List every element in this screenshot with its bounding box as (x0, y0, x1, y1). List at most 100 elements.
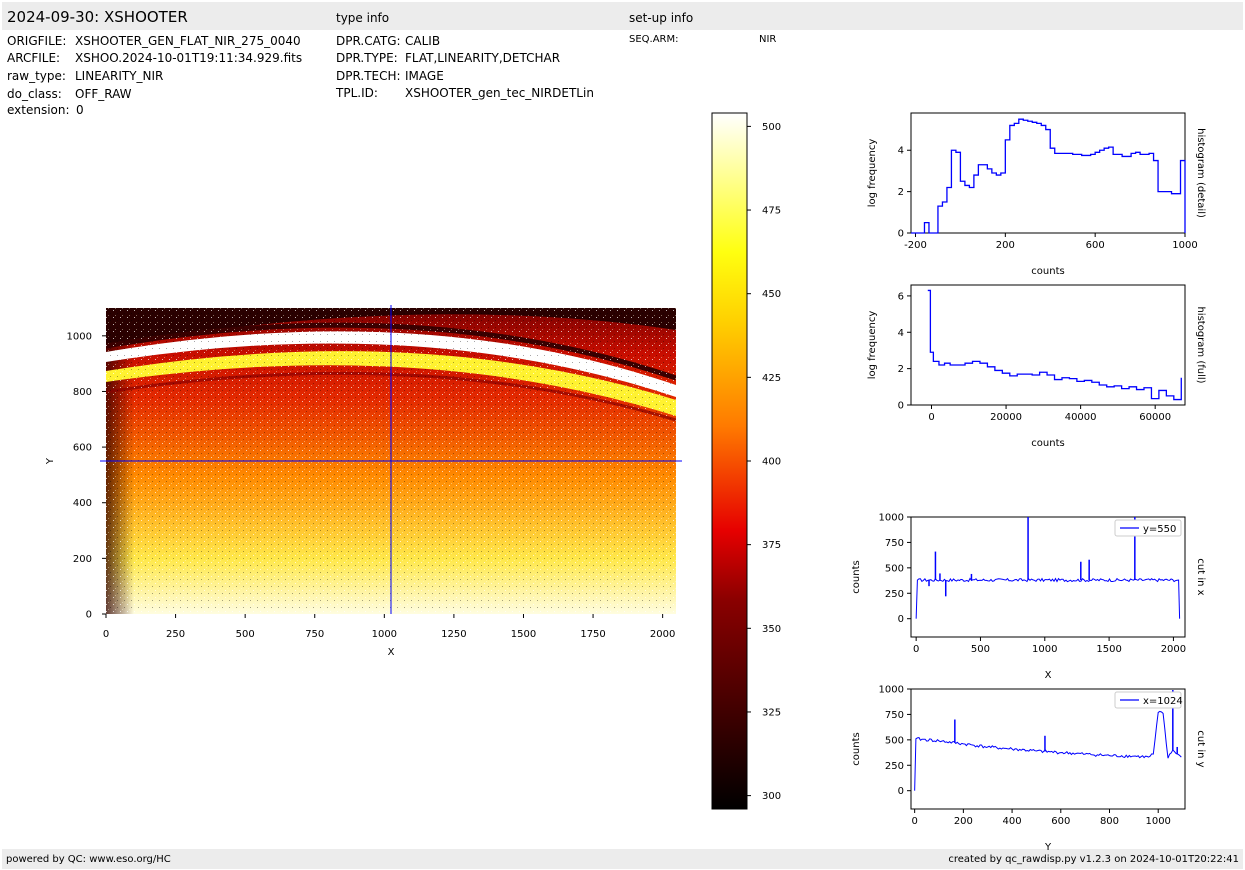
y-tick-label: 2 (898, 187, 904, 198)
colorbar-tick-label: 425 (762, 373, 781, 384)
detector-image: 0 250 500 750 1000 1250 1500 1750 2000 0 200 400 600… (45, 305, 682, 658)
setup-key: SEQ.ARM: (629, 34, 679, 45)
legend-label: x=1024 (1143, 696, 1183, 707)
colorbar-tick-label: 500 (762, 122, 781, 133)
y-axis-label: log frequency (867, 311, 878, 380)
y-tick-label: 1000 (879, 685, 904, 696)
y-tick-label: 400 (73, 498, 92, 509)
x-tick-label: 600 (1051, 816, 1070, 827)
type-value: FLAT,LINEARITY,DETCHAR (405, 51, 561, 65)
x-tick-label: 750 (305, 629, 324, 640)
series-line (915, 577, 1181, 619)
series-line (927, 289, 1182, 401)
x-tick-label: 2000 (1161, 644, 1186, 655)
type-key: TPL.ID: (336, 86, 378, 100)
y-tick-label: 4 (898, 146, 904, 157)
footer-right: created by qc_rawdisp.py v1.2.3 on 2024-… (948, 854, 1239, 865)
y-axis-label: Y (45, 457, 56, 465)
y-tick-label: 800 (73, 387, 92, 398)
chart-title: histogram (detail) (1195, 128, 1206, 218)
y-axis-label: counts (851, 732, 862, 765)
y-axis-label: log frequency (867, 139, 878, 208)
y-tick-label: 0 (86, 610, 92, 621)
x-tick-label: 2000 (650, 629, 675, 640)
y-tick-label: 750 (885, 538, 904, 549)
x-tick-label: 0 (911, 816, 917, 827)
legend-box (1114, 519, 1182, 537)
x-tick-label: 1000 (1172, 240, 1197, 251)
page-title: 2024-09-30: XSHOOTER (7, 8, 188, 26)
x-tick-label: -200 (904, 240, 927, 251)
setup-value: NIR (759, 34, 777, 45)
info-value: 0 (76, 103, 84, 117)
x-tick-label: 800 (1100, 816, 1119, 827)
colorbar-tick-label: 350 (762, 624, 781, 635)
x-axis-label: X (1045, 670, 1052, 681)
plot-frame (910, 284, 1186, 406)
type-value: CALIB (405, 34, 441, 48)
x-tick-label: 1750 (580, 629, 605, 640)
plot-frame (910, 516, 1186, 638)
x-axis-label: counts (1031, 438, 1064, 449)
colorbar-tick-label: 375 (762, 540, 781, 551)
colorbar-tick-label: 325 (762, 707, 781, 718)
x-axis-label: X (388, 647, 395, 658)
x-tick-label: 600 (1086, 240, 1105, 251)
x-tick-label: 0 (913, 644, 919, 655)
colorbar-tick-label: 300 (762, 791, 781, 802)
y-tick-label: 0 (898, 401, 904, 412)
x-tick-label: 1500 (1096, 644, 1121, 655)
footer-bar (2, 849, 1243, 869)
colorbar: 300 325 350 375 400 425 450 475 500 (711, 112, 781, 810)
histogram-detail-chart: -200 200 600 1000 0 2 4 counts log frequency hist… (867, 112, 1206, 277)
y-tick-label: 200 (73, 554, 92, 565)
x-tick-label: 20000 (990, 412, 1022, 423)
y-tick-label: 4 (898, 328, 904, 339)
chart-title: cut in y (1195, 730, 1206, 767)
x-tick-label: 400 (1003, 816, 1022, 827)
type-value: IMAGE (405, 69, 444, 83)
info-key: extension: (7, 103, 70, 117)
y-tick-label: 2 (898, 364, 904, 375)
x-tick-label: 60000 (1139, 412, 1171, 423)
chart-title: histogram (full) (1195, 306, 1206, 383)
x-axis-label: Y (1044, 842, 1052, 853)
y-tick-label: 6 (898, 291, 904, 302)
info-value: XSHOO.2024-10-01T19:11:34.929.fits (75, 51, 303, 65)
x-tick-label: 1000 (1032, 644, 1057, 655)
type-key: DPR.TYPE: (336, 51, 398, 65)
x-tick-label: 1000 (372, 629, 397, 640)
info-value: XSHOOTER_GEN_FLAT_NIR_275_0040 (75, 34, 301, 48)
header-bar (2, 2, 1243, 30)
y-tick-label: 600 (73, 443, 92, 454)
info-key: ORIGFILE: (7, 34, 67, 48)
plot-frame (910, 112, 1186, 234)
x-axis-label: counts (1031, 266, 1064, 277)
y-tick-label: 1000 (67, 331, 92, 342)
type-key: DPR.TECH: (336, 69, 401, 83)
legend-box (1114, 691, 1182, 709)
x-tick-label: 1000 (1145, 816, 1170, 827)
x-tick-label: 250 (166, 629, 185, 640)
chart-title: cut in x (1195, 558, 1206, 595)
x-tick-label: 500 (236, 629, 255, 640)
x-tick-label: 1250 (441, 629, 466, 640)
x-tick-label: 0 (103, 629, 109, 640)
info-key: ARCFILE: (7, 51, 61, 65)
info-value: LINEARITY_NIR (75, 69, 164, 83)
y-tick-label: 1000 (879, 513, 904, 524)
x-tick-label: 0 (928, 412, 934, 423)
footer-left: powered by QC: www.eso.org/HC (6, 854, 171, 865)
info-key: raw_type: (7, 69, 66, 83)
y-tick-label: 0 (898, 614, 904, 625)
plot-frame (910, 688, 1186, 810)
y-tick-label: 250 (885, 761, 904, 772)
type-info-title: type info (336, 11, 390, 25)
y-tick-label: 0 (898, 786, 904, 797)
x-tick-label: 200 (996, 240, 1015, 251)
colorbar-gradient (711, 112, 748, 810)
x-tick-label: 500 (971, 644, 990, 655)
